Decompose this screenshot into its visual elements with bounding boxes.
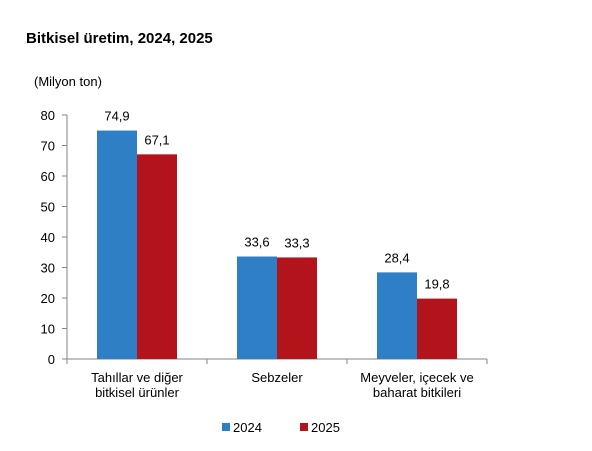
y-tick-label: 80 <box>41 108 55 123</box>
legend-swatch-2025 <box>300 423 308 431</box>
y-tick-label: 60 <box>41 169 55 184</box>
bar-2025-2 <box>417 298 457 359</box>
bar-2025-0 <box>137 154 177 359</box>
y-tick-label: 70 <box>41 139 55 154</box>
bar-2024-1 <box>237 256 277 359</box>
legend-swatch-2024 <box>222 423 230 431</box>
y-tick-label: 20 <box>41 291 55 306</box>
x-tick-label: Tahıllar ve diğer bitkisel ürünler <box>91 370 183 400</box>
bar-2024-2 <box>377 272 417 359</box>
chart-title: Bitkisel üretim, 2024, 2025 <box>26 30 213 47</box>
y-tick-label: 10 <box>41 322 55 337</box>
bars <box>97 130 457 359</box>
y-axis: 0 10 20 30 40 50 60 70 80 <box>41 108 68 367</box>
data-label-2024-2: 28,4 <box>384 250 409 265</box>
legend: 2024 2025 <box>222 420 340 435</box>
data-label-2024-1: 33,6 <box>244 235 269 250</box>
y-tick-label: 40 <box>41 230 55 245</box>
data-label-2025-2: 19,8 <box>424 277 449 292</box>
data-label-2024-0: 74,9 <box>104 109 129 124</box>
y-tick-label: 0 <box>48 352 55 367</box>
y-axis-unit-label: (Milyon ton) <box>34 74 102 89</box>
data-label-2025-1: 33,3 <box>284 235 309 250</box>
bar-2025-1 <box>277 257 317 359</box>
legend-label-2024: 2024 <box>233 420 262 435</box>
x-tick-label: Sebzeler <box>251 370 303 385</box>
x-axis: Tahıllar ve diğer bitkisel ürünler Sebzele… <box>66 358 488 400</box>
data-label-2025-0: 67,1 <box>144 132 169 147</box>
bar-2024-0 <box>97 130 137 359</box>
y-tick-label: 30 <box>41 261 55 276</box>
x-tick-label: Meyveler, içecek ve baharat bitkileri <box>360 370 473 400</box>
data-labels: 74,9 33,6 28,4 67,1 33,3 19,8 <box>104 109 449 292</box>
y-tick-label: 50 <box>41 200 55 215</box>
legend-label-2025: 2025 <box>311 420 340 435</box>
